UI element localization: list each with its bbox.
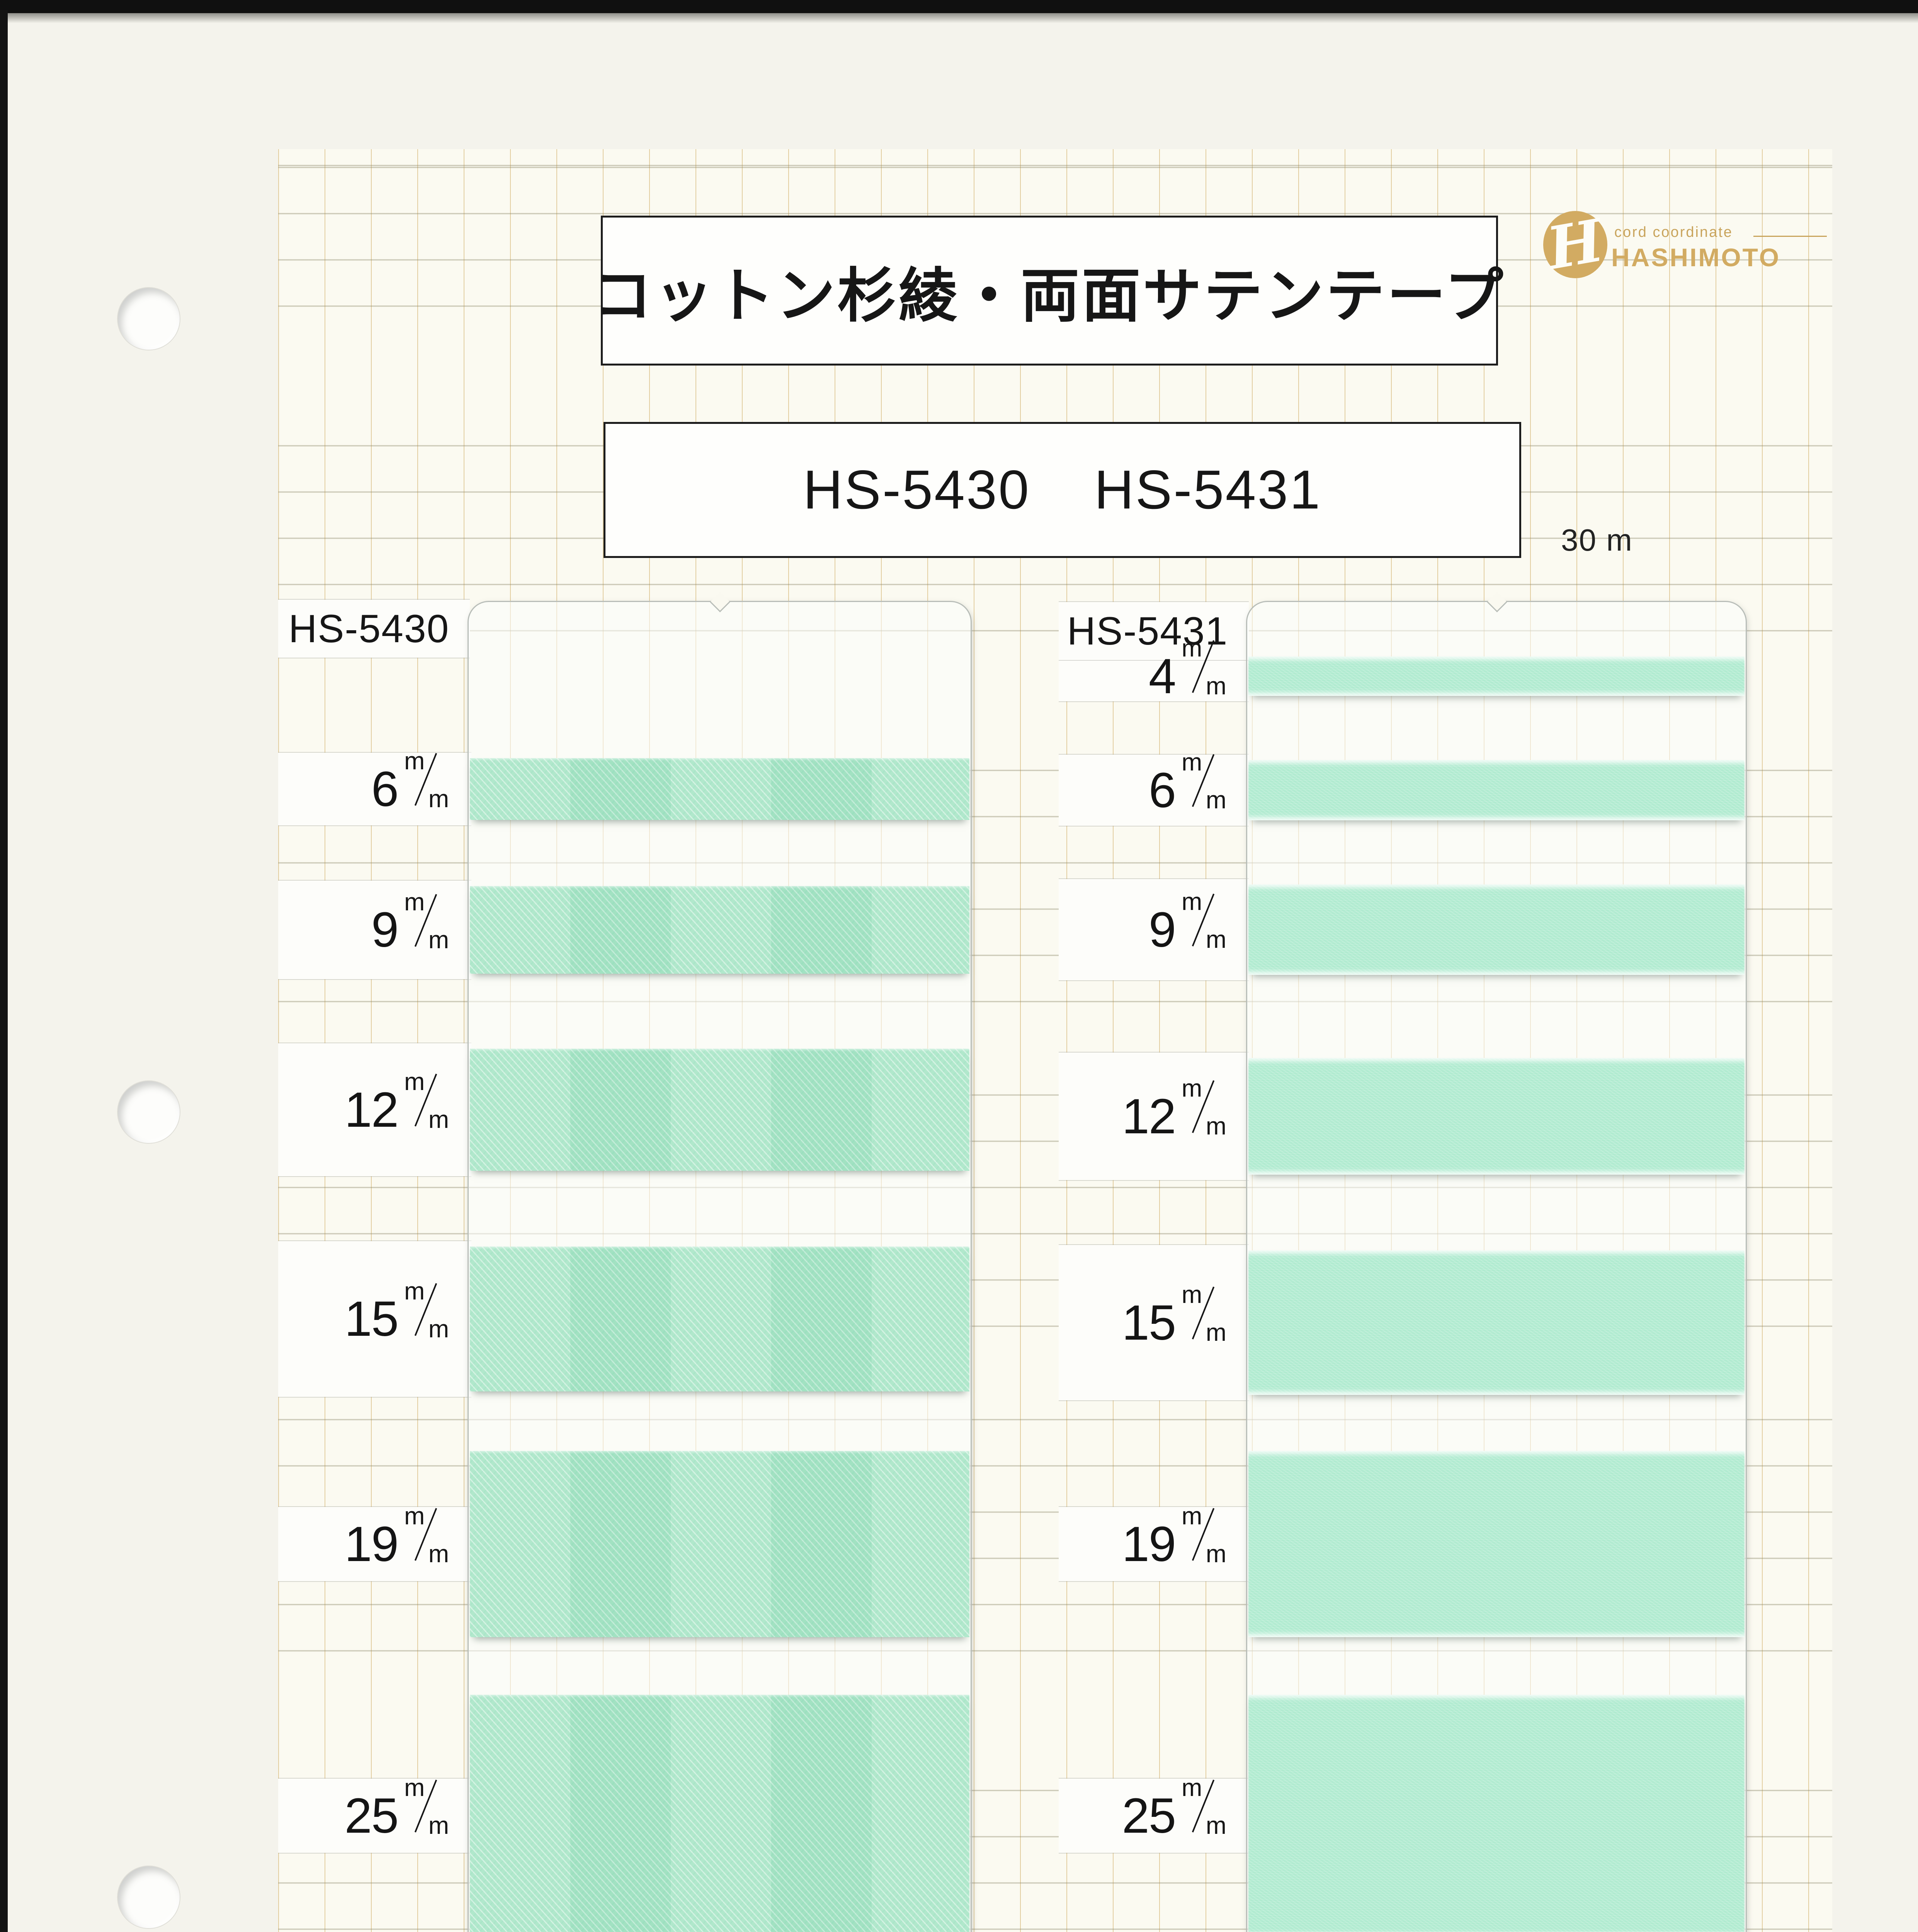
- binder-hole: [118, 288, 180, 350]
- tape-sample: [1248, 656, 1745, 696]
- product-code-box: HS-5430 HS-5431: [604, 422, 1521, 558]
- logo-brand-name: HASHIMOTO: [1611, 243, 1781, 272]
- size-value: 6: [1148, 762, 1176, 818]
- size-value: 25: [344, 1788, 399, 1844]
- tape-sample: [1248, 1058, 1745, 1175]
- tape-sample: [470, 758, 969, 820]
- tape-sample: [470, 1695, 969, 1932]
- tape-sample: [470, 1451, 969, 1637]
- tape-sample: [470, 886, 969, 974]
- product-code-2: HS-5431: [1094, 459, 1322, 520]
- logo-ellipse-icon: [1543, 211, 1607, 278]
- size-value: 12: [344, 1082, 399, 1138]
- size-label: 25 m m: [1059, 1774, 1226, 1849]
- size-value: 9: [371, 902, 399, 957]
- column-header-band: [1059, 602, 1249, 660]
- tape-sample: [470, 1049, 969, 1171]
- size-band: [278, 1043, 471, 1176]
- logo-rule: [1753, 236, 1827, 237]
- size-value: 19: [344, 1516, 399, 1572]
- size-label: 15 m m: [278, 1277, 449, 1352]
- size-band: [278, 881, 471, 979]
- column-header-band: [278, 600, 470, 658]
- size-band: [278, 1241, 471, 1397]
- size-label: 19 m m: [278, 1502, 449, 1577]
- tape-sample: [470, 1247, 969, 1391]
- size-band: [278, 753, 471, 825]
- tape-sample: [1248, 760, 1745, 820]
- size-band: [1059, 879, 1249, 980]
- tape-sample: [1248, 1451, 1745, 1637]
- page-title: コットン杉綾・両面サテンテープ: [593, 263, 1506, 329]
- size-value: 9: [1148, 902, 1176, 957]
- column-code-hs5430: HS-5430: [288, 606, 450, 651]
- size-label: 25 m m: [278, 1774, 449, 1849]
- tape-sample: [1248, 1250, 1745, 1395]
- scan-edge-left: [0, 10, 8, 1932]
- column-code-hs5431: HS-5431: [1067, 609, 1228, 653]
- size-value: 6: [371, 761, 399, 817]
- size-value: 25: [1122, 1788, 1176, 1844]
- size-band: [1059, 1053, 1249, 1180]
- tape-sample: [1248, 1695, 1745, 1932]
- logo-tagline: cord coordinate: [1614, 224, 1733, 240]
- binder-hole: [118, 1081, 180, 1143]
- size-label: 12 m m: [1059, 1074, 1226, 1149]
- roll-length-label: 30 m: [1561, 523, 1633, 557]
- title-box: コットン杉綾・両面サテンテープ: [593, 216, 1503, 366]
- size-band: [1059, 1245, 1249, 1400]
- tape-sample: [1248, 884, 1745, 975]
- size-value: 12: [1122, 1088, 1176, 1144]
- size-value: 4: [1148, 648, 1176, 704]
- product-code-1: HS-5430: [803, 459, 1030, 520]
- size-label: 19 m m: [1059, 1502, 1226, 1577]
- size-value: 15: [344, 1291, 399, 1347]
- size-label: 15 m m: [1059, 1281, 1226, 1355]
- size-band: [1059, 1779, 1249, 1853]
- size-band: [278, 1779, 471, 1853]
- size-value: 15: [1122, 1295, 1176, 1350]
- size-band: [278, 1507, 471, 1581]
- scan-edge-top: [0, 0, 1918, 13]
- size-band: [1059, 1507, 1249, 1581]
- scan-edge-top-shadow: [0, 13, 1918, 23]
- binder-hole: [118, 1866, 180, 1928]
- size-band: [1059, 755, 1249, 826]
- size-label: 12 m m: [278, 1068, 449, 1143]
- logo-monogram-h-icon: H: [1542, 206, 1609, 283]
- size-value: 19: [1122, 1516, 1176, 1572]
- brand-logo: H cord coordinate HASHIMOTO: [1538, 206, 1831, 286]
